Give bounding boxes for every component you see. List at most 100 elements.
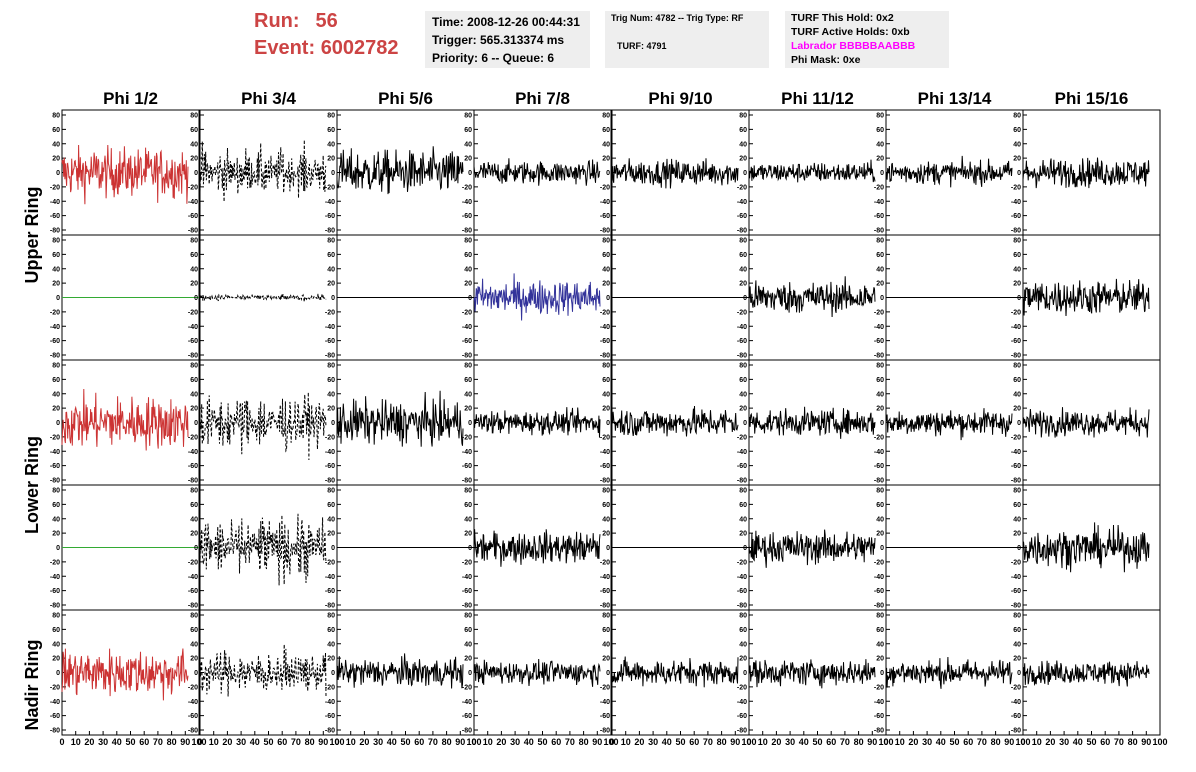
- run-label: Run:: [254, 10, 300, 32]
- y-tick-label: -40: [600, 574, 610, 581]
- y-tick-label: 40: [327, 391, 335, 398]
- y-tick-label: 80: [739, 363, 747, 370]
- y-tick-label: -80: [50, 478, 60, 485]
- y-tick-label: 20: [327, 531, 335, 538]
- y-tick-label: 60: [1013, 627, 1021, 634]
- y-tick-label: -40: [600, 199, 610, 206]
- y-tick-label: 0: [880, 170, 884, 177]
- y-tick-label: 20: [464, 656, 472, 663]
- y-tick-label: 40: [190, 391, 198, 398]
- column-title: Phi 9/10: [648, 89, 712, 108]
- y-tick-label: -60: [874, 588, 884, 595]
- y-tick-label: 0: [468, 295, 472, 302]
- y-tick-label: -20: [874, 684, 884, 691]
- y-tick-label: -60: [1011, 338, 1021, 345]
- y-tick-label: -40: [1011, 199, 1021, 206]
- y-tick-label: -20: [325, 434, 335, 441]
- y-tick-label: -20: [188, 434, 198, 441]
- y-tick-label: -40: [874, 324, 884, 331]
- y-tick-label: -40: [737, 449, 747, 456]
- trig-num-text: Trig Num: 4782 -- Trig Type: RF: [611, 13, 744, 23]
- y-tick-label: -40: [50, 449, 60, 456]
- waveform-line: [1022, 522, 1150, 573]
- x-tick-label: 50: [949, 737, 959, 747]
- y-tick-label: 0: [1017, 170, 1021, 177]
- y-tick-label: -40: [462, 199, 472, 206]
- y-tick-label: -80: [1011, 478, 1021, 485]
- y-tick-label: -80: [874, 603, 884, 610]
- x-tick-label: 90: [1004, 737, 1014, 747]
- y-tick-label: 20: [739, 531, 747, 538]
- y-tick-label: 40: [190, 516, 198, 523]
- y-tick-label: -20: [462, 434, 472, 441]
- y-tick-label: 80: [464, 113, 472, 120]
- y-tick-label: -80: [462, 728, 472, 735]
- y-tick-label: 40: [52, 641, 60, 648]
- y-tick-label: -60: [462, 588, 472, 595]
- x-tick-label: 0: [746, 737, 751, 747]
- y-tick-label: 60: [464, 377, 472, 384]
- y-tick-label: 40: [602, 516, 610, 523]
- x-tick-label: 50: [125, 737, 135, 747]
- y-tick-label: 0: [194, 420, 198, 427]
- waveform-line: [61, 144, 189, 205]
- trigger-text: Trigger: 565.313374 ms: [432, 33, 565, 47]
- y-tick-label: 0: [880, 545, 884, 552]
- y-tick-label: -60: [600, 463, 610, 470]
- y-tick-label: 20: [464, 531, 472, 538]
- x-tick-label: 10: [346, 737, 356, 747]
- x-tick-label: 70: [153, 737, 163, 747]
- y-tick-label: 0: [606, 545, 610, 552]
- y-tick-label: 80: [327, 613, 335, 620]
- y-tick-label: 60: [327, 127, 335, 134]
- y-tick-label: -40: [325, 699, 335, 706]
- y-tick-label: -20: [325, 309, 335, 316]
- x-tick-label: 90: [455, 737, 465, 747]
- y-tick-label: -80: [874, 728, 884, 735]
- waveform-line: [199, 644, 327, 697]
- y-tick-label: -60: [737, 713, 747, 720]
- ring-title: Lower Ring: [22, 436, 42, 534]
- y-tick-label: -80: [600, 228, 610, 235]
- y-tick-label: 0: [56, 545, 60, 552]
- y-tick-label: 80: [602, 488, 610, 495]
- x-tick-label: 90: [592, 737, 602, 747]
- y-tick-label: 80: [52, 363, 60, 370]
- y-tick-label: 0: [194, 670, 198, 677]
- y-tick-label: -40: [462, 449, 472, 456]
- y-tick-label: -40: [737, 324, 747, 331]
- y-tick-label: -60: [325, 713, 335, 720]
- run-value: 56: [315, 10, 338, 32]
- y-tick-label: 40: [52, 266, 60, 273]
- y-tick-label: 60: [327, 377, 335, 384]
- column-title: Phi 5/6: [378, 89, 433, 108]
- y-tick-label: -20: [874, 309, 884, 316]
- y-tick-label: 80: [190, 613, 198, 620]
- waveform-line: [885, 656, 1013, 689]
- y-tick-label: 80: [464, 488, 472, 495]
- y-tick-label: 80: [876, 613, 884, 620]
- waveform-line: [473, 273, 601, 321]
- y-tick-label: -20: [600, 684, 610, 691]
- y-tick-label: -80: [1011, 603, 1021, 610]
- y-tick-label: -60: [600, 713, 610, 720]
- time-info-box: Time: 2008-12-26 00:44:31 Trigger: 565.3…: [425, 11, 590, 68]
- y-tick-label: 80: [464, 363, 472, 370]
- waveform-line: [336, 390, 464, 447]
- x-tick-label: 0: [883, 737, 888, 747]
- x-tick-label: 10: [1032, 737, 1042, 747]
- y-tick-label: -20: [188, 184, 198, 191]
- y-tick-label: 60: [190, 627, 198, 634]
- column-title: Phi 15/16: [1055, 89, 1129, 108]
- x-tick-label: 100: [1015, 737, 1030, 747]
- y-tick-label: 80: [190, 363, 198, 370]
- y-tick-label: 20: [190, 406, 198, 413]
- x-tick-label: 30: [373, 737, 383, 747]
- y-tick-label: -20: [737, 309, 747, 316]
- y-tick-label: -20: [462, 684, 472, 691]
- y-tick-label: 20: [602, 656, 610, 663]
- x-tick-label: 80: [579, 737, 589, 747]
- ring-title: Nadir Ring: [22, 639, 42, 730]
- y-tick-label: -80: [600, 603, 610, 610]
- y-tick-label: -80: [325, 478, 335, 485]
